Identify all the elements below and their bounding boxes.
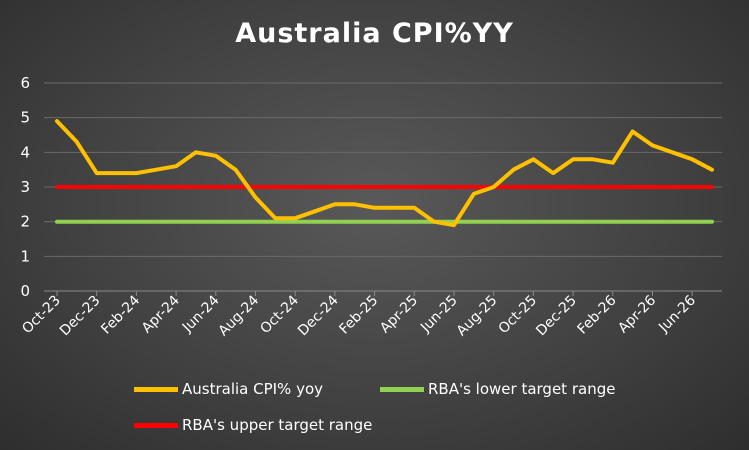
- x-tick-label: Apr-26: [615, 292, 659, 336]
- legend-label-upper: RBA's upper target range: [182, 416, 373, 434]
- x-tick-label: Feb-25: [336, 293, 381, 338]
- x-tick-label: Dec-24: [295, 292, 342, 339]
- legend-swatch-upper: [134, 422, 178, 428]
- x-tick-label: Dec-25: [533, 293, 580, 340]
- y-tick-label: 5: [20, 109, 30, 127]
- y-tick-label: 0: [20, 282, 30, 300]
- y-tick-label: 3: [20, 178, 30, 196]
- legend-swatch-cpi: [134, 386, 178, 392]
- x-tick-label: Apr-24: [139, 292, 183, 336]
- x-tick-label: Feb-24: [98, 292, 143, 337]
- x-tick-label: Apr-25: [377, 293, 421, 337]
- y-tick-label: 4: [20, 143, 30, 161]
- x-tick-label: Aug-25: [454, 293, 501, 340]
- legend-item-lower: RBA's lower target range: [380, 380, 615, 398]
- series-line-cpi: [55, 119, 714, 228]
- x-tick-label: Jun-26: [655, 292, 699, 336]
- legend-label-cpi: Australia CPI% yoy: [182, 380, 324, 398]
- legend-label-lower: RBA's lower target range: [428, 380, 616, 398]
- x-tick-label: Dec-23: [57, 293, 104, 340]
- x-tick-label: Aug-24: [216, 292, 263, 339]
- legend-swatch-lower: [380, 386, 424, 392]
- x-tick-label: Oct-24: [257, 292, 302, 337]
- x-tick-label: Feb-26: [575, 292, 620, 337]
- y-tick-label: 6: [20, 74, 30, 92]
- legend: Australia CPI% yoy RBA's lower target ra…: [0, 370, 749, 450]
- legend-item-upper: RBA's upper target range: [134, 416, 372, 434]
- legend-item-cpi: Australia CPI% yoy: [134, 380, 323, 398]
- y-tick-label: 2: [20, 213, 30, 231]
- x-tick-label: Oct-25: [496, 293, 541, 338]
- y-tick-label: 1: [20, 247, 30, 265]
- chart-title: Australia CPI%YY: [235, 18, 514, 49]
